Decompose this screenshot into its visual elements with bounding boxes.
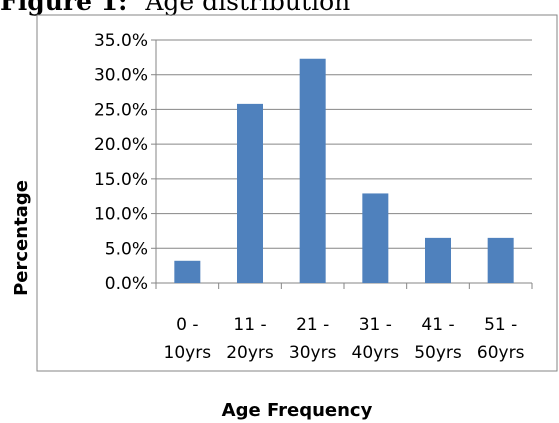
bar	[174, 260, 201, 283]
figure-caption: Figure 1: Age distribution	[0, 0, 350, 16]
chart-border	[36, 14, 558, 372]
bar	[425, 237, 451, 283]
figure-caption-text: Age distribution	[144, 0, 350, 16]
plot-area: 0.0% 5.0% 10.0% 15.0% 20.0% 25.0% 30.0% 35.0% 0 …	[94, 31, 533, 363]
x-tick-label: 50yrs	[414, 343, 462, 363]
y-tick-label: 30.0%	[94, 66, 148, 86]
x-tick-label: 30yrs	[289, 343, 337, 363]
x-tick-label: 0 -	[176, 315, 198, 335]
bar	[299, 58, 326, 284]
x-tick-label: 41 -	[421, 315, 454, 335]
figure-label: Figure 1:	[0, 0, 127, 16]
x-tick-label: 31 -	[359, 315, 392, 335]
x-tick-label: 21 -	[296, 315, 329, 335]
x-tick-label: 60yrs	[477, 343, 525, 363]
bar	[237, 103, 263, 283]
x-axis-title: Age Frequency	[222, 400, 373, 421]
y-tick-label: 10.0%	[94, 205, 148, 225]
bar	[362, 193, 389, 283]
y-tick-label: 5.0%	[105, 239, 148, 259]
y-tick-label: 0.0%	[105, 274, 148, 294]
y-tick-label: 20.0%	[94, 135, 148, 155]
x-tick-label: 51 -	[484, 315, 517, 335]
x-tick-label: 40yrs	[352, 343, 400, 363]
bar	[487, 237, 514, 283]
x-tick-label: 10yrs	[164, 343, 212, 363]
y-tick-label: 35.0%	[94, 31, 148, 51]
y-axis-title: Percentage	[11, 180, 32, 296]
x-tick-label: 11 -	[233, 315, 266, 335]
x-tick-label: 20yrs	[226, 343, 274, 363]
y-tick-label: 15.0%	[94, 170, 148, 190]
y-tick-label: 25.0%	[94, 100, 148, 120]
